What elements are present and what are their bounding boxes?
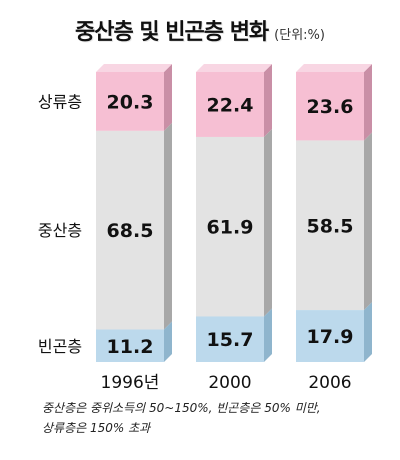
bar-side-2-2 [364,302,372,362]
bar-side-0-0 [164,64,172,131]
footnote-line-1: 중산층은 중위소득의 50~150%, 빈곤층은 50% 미만, [42,401,321,415]
bar-side-1-2 [364,132,372,311]
bar-top-face-2 [296,64,372,72]
title-area: 중산층 및 빈곤층 변화 (단위:%) [0,14,400,46]
chart-unit: (단위:%) [274,28,325,43]
value-label-1-2: 58.5 [307,215,354,237]
bar-side-0-1 [264,64,272,137]
category-label-1: 2000 [208,373,251,393]
series-label-2: 빈곤층 [38,337,82,356]
value-label-0-1: 22.4 [207,94,254,116]
bar-segment-0-1 [196,72,264,137]
value-label-0-0: 20.3 [107,91,154,113]
value-label-2-1: 15.7 [207,329,254,351]
category-label-2: 2006 [308,373,351,393]
value-label-0-2: 23.6 [307,96,354,118]
bar-segment-1-0 [96,130,164,330]
series-label-1: 중산층 [38,221,82,240]
bar-segment-2-0 [96,329,164,362]
bar-top-face-1 [196,64,272,72]
chart-title: 중산층 및 빈곤층 변화 [75,20,269,45]
bar-side-1-1 [264,128,272,317]
value-label-1-1: 61.9 [207,217,254,239]
bar-side-2-1 [264,308,272,362]
value-label-2-0: 11.2 [107,336,154,358]
footnote-line-2: 상류층은 150% 초과 [42,421,151,435]
category-label-0: 1996년 [101,373,160,393]
bar-top-face-0 [96,64,172,72]
bar-side-0-2 [364,64,372,141]
bar-side-2-0 [164,321,172,362]
value-label-2-2: 17.9 [307,326,354,348]
bar-segment-2-2 [296,310,364,362]
bar-side-1-0 [164,122,172,330]
value-label-1-0: 68.5 [107,220,154,242]
bar-segment-2-1 [196,316,264,362]
bar-segment-1-2 [296,140,364,311]
bar-segment-0-2 [296,72,364,141]
bar-segment-0-0 [96,72,164,131]
bar-segment-1-1 [196,136,264,317]
series-label-0: 상류층 [38,92,82,111]
